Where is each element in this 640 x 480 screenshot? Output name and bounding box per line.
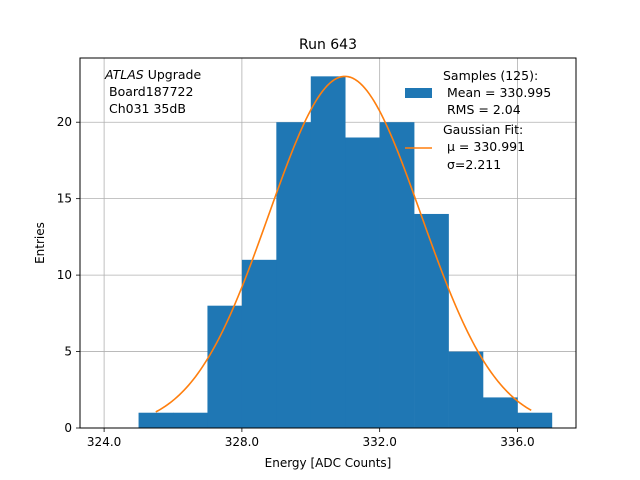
atlas-annotation: ATLAS Upgrade Board187722 Ch031 35dB [104, 67, 201, 116]
board-label: Board187722 [109, 84, 193, 99]
histogram-bars [138, 76, 553, 428]
histogram-bar [414, 213, 449, 428]
histogram-bar [448, 351, 484, 428]
histogram-bar [345, 137, 380, 428]
legend-sigma: σ=2.211 [447, 157, 501, 172]
y-tick-label: 20 [57, 115, 72, 129]
y-tick-label: 0 [64, 421, 72, 435]
y-axis-ticks: 0 5 10 15 20 [57, 115, 80, 435]
x-tick-label: 328.0 [225, 435, 259, 449]
histogram-bar [310, 76, 346, 428]
x-tick-label: 336.0 [500, 435, 534, 449]
y-tick-label: 5 [64, 345, 72, 359]
x-tick-label: 324.0 [87, 435, 121, 449]
x-tick-label: 332.0 [362, 435, 396, 449]
gaussian-fit-line [155, 75, 532, 413]
histogram-bar [241, 259, 277, 428]
histogram-bar [276, 122, 312, 428]
x-axis-ticks: 324.0 328.0 332.0 336.0 [87, 428, 535, 449]
histogram-bar [379, 122, 415, 428]
histogram-bar [517, 412, 553, 428]
atlas-upgrade-label: Upgrade [144, 67, 202, 82]
plot-frame [79, 57, 577, 429]
legend-histogram-name: Samples (125): [443, 68, 538, 83]
channel-label: Ch031 35dB [109, 101, 186, 116]
legend: Samples (125): Mean = 330.995 RMS = 2.04… [405, 68, 551, 172]
x-axis-label: Energy [ADC Counts] [265, 456, 392, 470]
chart-title: Run 643 [299, 37, 357, 53]
histogram-bar [173, 412, 208, 428]
legend-mean: Mean = 330.995 [447, 85, 551, 100]
legend-rms: RMS = 2.04 [447, 102, 521, 117]
histogram-bar [207, 305, 243, 428]
svg-text:ATLAS Upgrade: ATLAS Upgrade [104, 67, 201, 82]
gaussian-curve [155, 75, 532, 413]
y-axis-label: Entries [33, 222, 47, 264]
atlas-italic-label: ATLAS [104, 67, 144, 82]
histogram-bar [483, 397, 518, 428]
y-tick-label: 15 [57, 192, 72, 206]
y-tick-label: 10 [57, 268, 72, 282]
histogram-bar [138, 412, 174, 428]
legend-histogram-swatch [405, 88, 432, 98]
legend-fit-name: Gaussian Fit: [443, 122, 523, 137]
legend-mu: μ = 330.991 [447, 139, 525, 154]
